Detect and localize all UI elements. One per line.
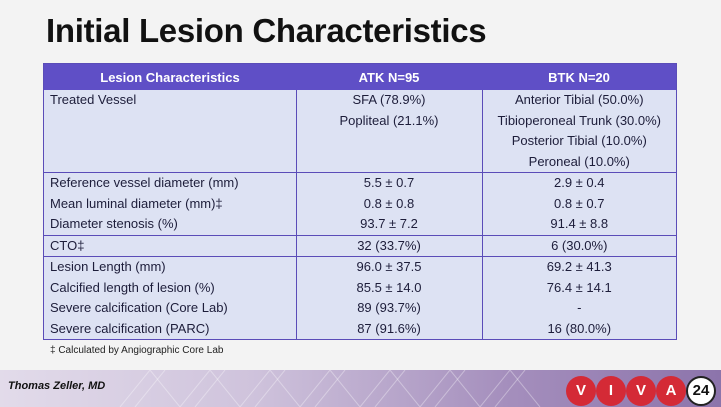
- btk-vessel-posterior-tibial: Posterior Tibial (10.0%): [511, 133, 647, 148]
- btk-vessel-peroneal: Peroneal (10.0%): [528, 153, 630, 169]
- table-row-cto: CTO‡ 32 (33.7%) 6 (30.0%): [44, 234, 676, 257]
- table-header-row: Lesion Characteristics ATK N=95 BTK N=20: [44, 64, 676, 90]
- column-header-atk: ATK N=95: [296, 64, 482, 90]
- table-row-lesion-length: Lesion Length (mm) 96.0 ± 37.5 69.2 ± 41…: [44, 256, 676, 278]
- row-label: Reference vessel diameter (mm): [44, 172, 296, 194]
- btk-cell: 6 (30.0%): [481, 234, 676, 257]
- atk-vessel-sfa: SFA (78.9%): [352, 92, 426, 107]
- logo-letter: V: [626, 376, 656, 406]
- table-row-severe-calcification-core-lab: Severe calcification (Core Lab) 89 (93.7…: [44, 298, 676, 319]
- atk-cell: 87 (91.6%): [295, 318, 482, 339]
- row-label: Severe calcification (Core Lab): [44, 298, 296, 319]
- logo-letter: V: [566, 376, 596, 406]
- btk-vessel-tibioperoneal-trunk: Tibioperoneal Trunk (30.0%): [497, 112, 662, 128]
- footer-pattern: [119, 370, 541, 407]
- btk-cell: 76.4 ± 14.1: [481, 277, 676, 298]
- btk-cell: 0.8 ± 0.7: [481, 193, 676, 214]
- logo-letter: A: [656, 376, 686, 406]
- row-label: Severe calcification (PARC): [44, 318, 296, 339]
- table-row-severe-calcification-parc: Severe calcification (PARC) 87 (91.6%) 1…: [44, 318, 676, 339]
- lesion-table: Lesion Characteristics ATK N=95 BTK N=20…: [43, 63, 677, 340]
- atk-cell: SFA (78.9%) Popliteal (21.1%): [295, 90, 482, 173]
- row-label: Treated Vessel: [44, 90, 296, 173]
- slide-title: Initial Lesion Characteristics: [46, 12, 487, 49]
- atk-cell: 0.8 ± 0.8: [295, 193, 482, 214]
- table-row-reference-diameter: Reference vessel diameter (mm) 5.5 ± 0.7…: [44, 172, 676, 194]
- table-row-diameter-stenosis: Diameter stenosis (%) 93.7 ± 7.2 91.4 ± …: [44, 214, 676, 235]
- atk-cell: 89 (93.7%): [295, 298, 482, 319]
- footnote: ‡ Calculated by Angiographic Core Lab: [50, 345, 224, 356]
- atk-cell: 85.5 ± 14.0: [295, 277, 482, 298]
- atk-vessel-popliteal: Popliteal (21.1%): [339, 112, 439, 128]
- presenter-name: Thomas Zeller, MD: [8, 380, 106, 392]
- btk-cell: 16 (80.0%): [481, 318, 676, 339]
- btk-cell: 91.4 ± 8.8: [481, 214, 676, 235]
- row-label: CTO‡: [44, 234, 296, 257]
- column-header-characteristics: Lesion Characteristics: [44, 64, 296, 90]
- row-label: Diameter stenosis (%): [44, 214, 296, 235]
- atk-cell: 32 (33.7%): [295, 234, 482, 257]
- btk-cell: -: [481, 298, 676, 319]
- row-label: Calcified length of lesion (%): [44, 277, 296, 298]
- btk-cell: 2.9 ± 0.4: [481, 172, 676, 194]
- btk-vessel-anterior-tibial: Anterior Tibial (50.0%): [514, 92, 644, 107]
- row-label: Lesion Length (mm): [44, 256, 296, 278]
- table-row-treated-vessel: Treated Vessel SFA (78.9%) Popliteal (21…: [44, 90, 676, 173]
- btk-cell: Anterior Tibial (50.0%) Tibioperoneal Tr…: [481, 90, 676, 173]
- row-label: Mean luminal diameter (mm)‡: [44, 193, 296, 214]
- atk-cell: 93.7 ± 7.2: [295, 214, 482, 235]
- logo-letter: I: [596, 376, 626, 406]
- btk-cell: 69.2 ± 41.3: [481, 256, 676, 278]
- logo-year: 24: [686, 376, 716, 406]
- atk-cell: 5.5 ± 0.7: [295, 172, 482, 194]
- table-row-mean-luminal-diameter: Mean luminal diameter (mm)‡ 0.8 ± 0.8 0.…: [44, 193, 676, 214]
- table-row-calcified-length: Calcified length of lesion (%) 85.5 ± 14…: [44, 277, 676, 298]
- atk-cell: 96.0 ± 37.5: [295, 256, 482, 278]
- column-header-btk: BTK N=20: [482, 64, 676, 90]
